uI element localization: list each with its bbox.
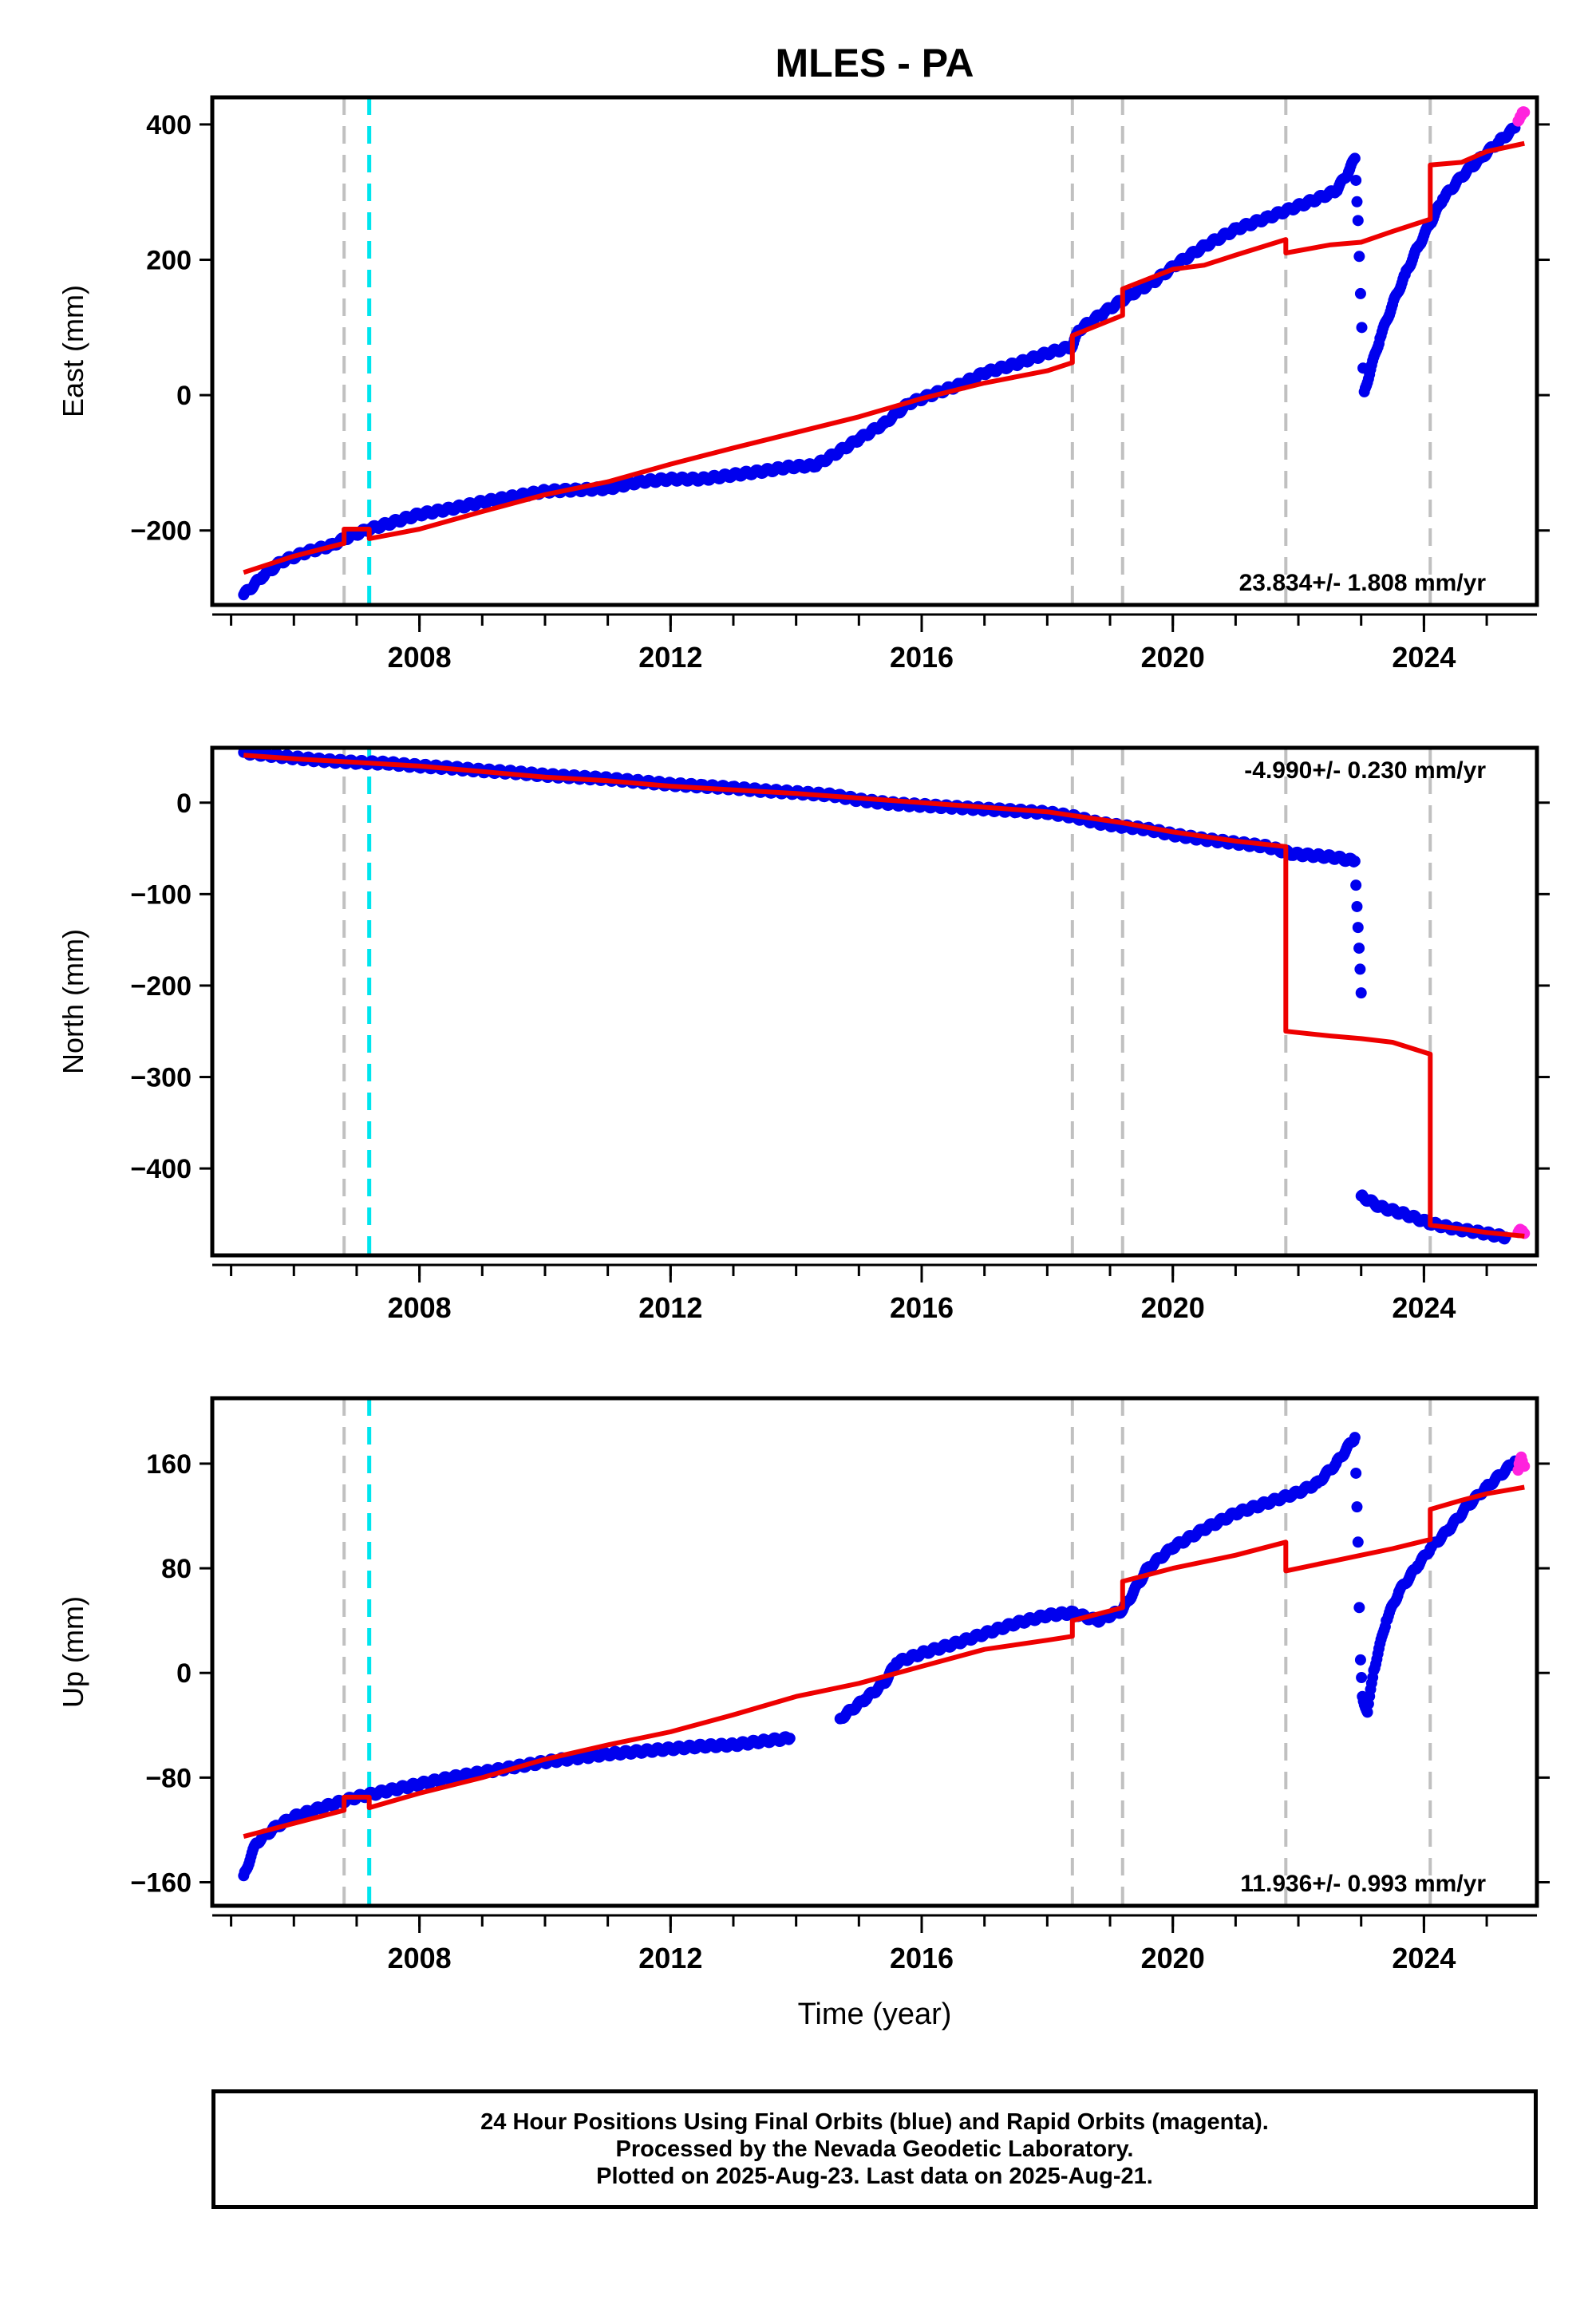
figure-title: MLES - PA xyxy=(775,41,974,85)
y-tick-label: −100 xyxy=(130,879,192,910)
data-point xyxy=(1353,251,1365,263)
data-point xyxy=(1352,922,1364,934)
y-tick-label: −80 xyxy=(145,1763,192,1793)
y-tick-label: 0 xyxy=(176,1658,192,1689)
caption-line-3: Plotted on 2025-Aug-23. Last data on 202… xyxy=(596,2164,1153,2189)
rate-label: -4.990+/- 0.230 mm/yr xyxy=(1244,757,1486,784)
y-tick-label: −400 xyxy=(130,1154,192,1184)
y-tick-label: 200 xyxy=(146,246,192,276)
model-line xyxy=(243,140,1525,575)
data-point xyxy=(1351,900,1363,912)
x-tick-label: 2020 xyxy=(1141,641,1205,674)
y-tick-label: −300 xyxy=(130,1063,192,1093)
model-line xyxy=(243,753,1525,1239)
rate-label: 11.936+/- 0.993 mm/yr xyxy=(1240,1871,1486,1897)
plot-frame xyxy=(210,1396,1539,1908)
x-tick-label: 2012 xyxy=(638,1942,702,1974)
data-point xyxy=(1354,1654,1366,1666)
x-tick-label: 2016 xyxy=(890,1942,954,1974)
x-tick-label: 2016 xyxy=(890,1291,954,1324)
plot-canvas: MLES - PA 400 200 0 −200 2008 2012 2016 2020 202… xyxy=(57,41,1550,2031)
x-axis-label: Time (year) xyxy=(798,1998,952,2031)
data-point xyxy=(1350,1467,1362,1479)
x-tick-label: 2020 xyxy=(1141,1942,1205,1974)
x-tick-label: 2008 xyxy=(388,641,452,674)
caption-line-1: 24 Hour Positions Using Final Orbits (bl… xyxy=(480,2109,1269,2135)
data-point xyxy=(1349,856,1361,868)
x-tick-label: 2016 xyxy=(890,641,954,674)
y-tick-label: −200 xyxy=(130,516,192,547)
data-point xyxy=(1349,152,1361,164)
y-axis-label: North (mm) xyxy=(57,929,89,1074)
y-tick-label: 0 xyxy=(176,788,192,819)
series-final-orbits xyxy=(238,122,1521,601)
panel-north: 0 −100 −200 −300 −400 2008 2012 2016 2020 2024 Nor… xyxy=(57,745,1550,1324)
model-line xyxy=(243,1484,1525,1840)
data-point xyxy=(1350,174,1362,186)
data-point xyxy=(784,1733,796,1745)
rate-label: 23.834+/- 1.808 mm/yr xyxy=(1239,570,1487,596)
data-point xyxy=(1355,987,1367,999)
data-point xyxy=(1351,196,1363,207)
data-point xyxy=(1354,963,1366,975)
panel-east: 400 200 0 −200 2008 2012 2016 2020 2024 East (mm)… xyxy=(57,95,1550,674)
y-axis-label: East (mm) xyxy=(57,285,89,417)
y-tick-label: −160 xyxy=(130,1867,192,1898)
x-tick-label: 2020 xyxy=(1141,1291,1205,1324)
x-tick-label: 2024 xyxy=(1392,641,1456,674)
x-tick-label: 2024 xyxy=(1392,1291,1456,1324)
series-final-orbits xyxy=(238,748,1511,1245)
data-point xyxy=(1356,322,1368,334)
x-tick-label: 2024 xyxy=(1392,1942,1456,1974)
x-tick-label: 2008 xyxy=(388,1291,452,1324)
y-tick-label: 160 xyxy=(146,1449,192,1480)
data-point xyxy=(1350,879,1362,891)
y-tick-label: 80 xyxy=(161,1554,192,1584)
x-tick-label: 2012 xyxy=(638,641,702,674)
caption-box: 24 Hour Positions Using Final Orbits (bl… xyxy=(211,2089,1538,2209)
data-point xyxy=(1519,106,1531,118)
data-point xyxy=(1356,1672,1368,1684)
y-tick-label: −200 xyxy=(130,971,192,1002)
panels: 400 200 0 −200 2008 2012 2016 2020 2024 East (mm)… xyxy=(57,95,1550,2031)
data-point xyxy=(1352,215,1364,227)
data-point xyxy=(1351,1501,1363,1513)
x-tick-label: 2008 xyxy=(388,1942,452,1974)
x-tick-label: 2012 xyxy=(638,1291,702,1324)
panel-up: 160 80 0 −80 −160 2008 2012 2016 2020 2024 Up (mm)… xyxy=(57,1396,1550,2031)
series-rapid-orbits xyxy=(1512,106,1531,127)
plot-frame xyxy=(210,745,1539,1258)
data-layer xyxy=(238,1432,1531,1882)
plot-frame xyxy=(210,95,1539,607)
y-axis-label: Up (mm) xyxy=(57,1596,89,1708)
series-final-orbits xyxy=(238,1432,1521,1882)
data-layer xyxy=(238,748,1531,1245)
y-tick-label: 0 xyxy=(176,381,192,411)
data-point xyxy=(1352,1536,1364,1548)
caption-line-2: Processed by the Nevada Geodetic Laborat… xyxy=(615,2136,1134,2162)
data-point xyxy=(1349,1432,1361,1444)
data-point xyxy=(1361,1706,1373,1718)
data-point xyxy=(1353,943,1365,954)
data-point xyxy=(1353,1602,1365,1614)
series-rapid-orbits xyxy=(1512,1451,1531,1476)
y-tick-label: 400 xyxy=(146,110,192,140)
data-point xyxy=(1519,1460,1531,1472)
data-layer xyxy=(238,106,1531,601)
data-point xyxy=(1354,287,1366,299)
